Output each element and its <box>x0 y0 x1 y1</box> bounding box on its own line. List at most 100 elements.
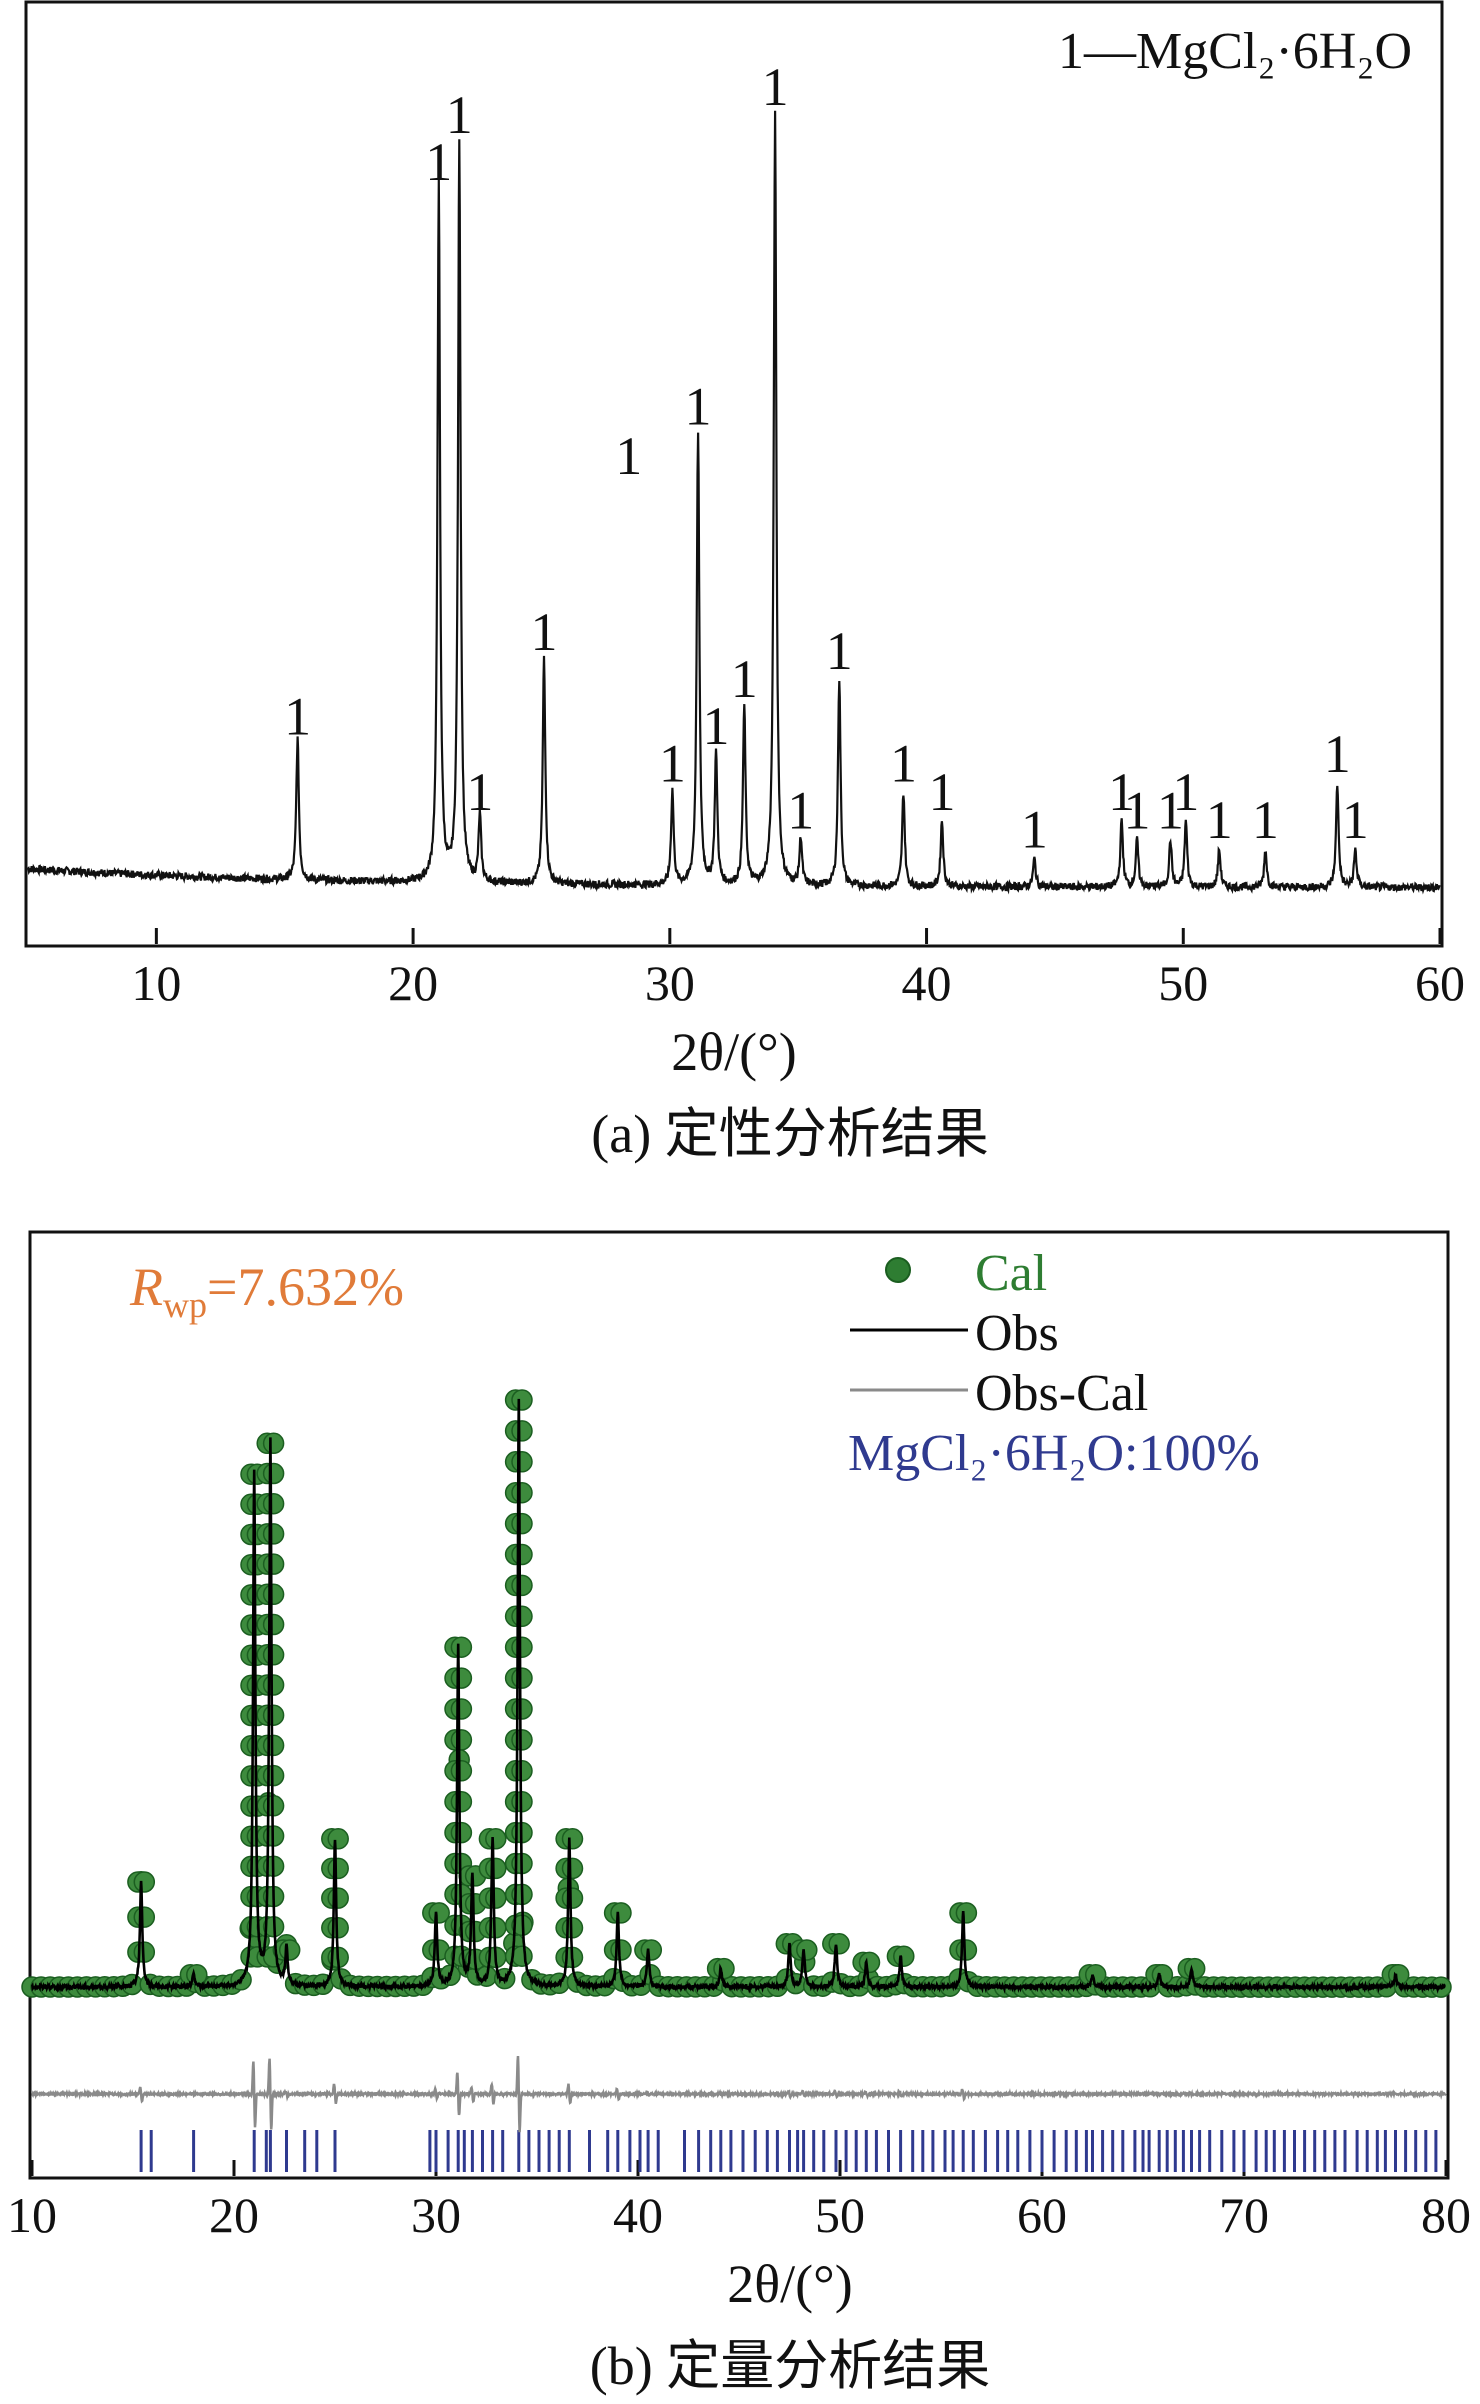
cal-point <box>278 1939 301 1961</box>
panel-a-peak-label-16: 1 <box>1124 781 1151 841</box>
cal-point <box>327 1828 349 1850</box>
panel-a-peak-label-4: 1 <box>531 602 558 662</box>
panel-a-peak-label-17: 1 <box>1157 781 1184 841</box>
cal-point <box>610 1902 632 1924</box>
panel-b-x-tick-label-10: 10 <box>7 2187 57 2243</box>
panel-a-peak-label-18: 1 <box>1172 762 1199 822</box>
panel-a-x-tick-label-10: 10 <box>131 955 181 1011</box>
legend-cal-marker-icon <box>885 1257 911 1283</box>
panel-a-peak-label-14: 1 <box>1021 799 1048 859</box>
cal-point <box>1084 1963 1107 1986</box>
cal-point <box>511 1667 533 1689</box>
panel-a-peak-label-20: 1 <box>1252 790 1279 850</box>
panel-b-x-tick-label-30: 30 <box>411 2187 461 2243</box>
cal-point <box>828 1933 850 1955</box>
panel-a-x-axis-label: 2θ/(°) <box>671 1022 796 1082</box>
cal-point <box>262 1764 285 1787</box>
panel-b-phase-fraction: MgCl₂·6H₂O:100% <box>848 1425 1260 1482</box>
cal-point <box>450 1698 473 1720</box>
cal-point <box>796 1939 818 1961</box>
cal-point <box>485 1857 507 1880</box>
panel-b-x-tick-label-20: 20 <box>209 2187 259 2243</box>
cal-point <box>450 1760 473 1782</box>
panel-a-peak-label-15: 1 <box>1108 762 1135 822</box>
panel-b-x-tick-label-80: 80 <box>1421 2187 1471 2243</box>
cal-point <box>262 1734 285 1757</box>
cal-point <box>511 1389 533 1411</box>
panel-a-peak-label-10: 1 <box>787 781 814 841</box>
cal-point <box>511 1698 533 1720</box>
panel-a-x-ticks: 10 20 30 40 50 60 <box>131 928 1465 1011</box>
panel-b-reflection-markers <box>139 2130 1438 2172</box>
cal-point <box>511 1481 533 1504</box>
cal-point <box>561 1887 584 1909</box>
panel-b-x-ticks: 10 20 30 40 50 60 70 80 <box>7 2160 1471 2243</box>
cal-point <box>133 1906 156 1928</box>
cal-point <box>640 1939 663 1961</box>
panel-b-x-axis-label: 2θ/(°) <box>727 2254 852 2314</box>
panel-a-peak-label-6: 1 <box>685 376 712 436</box>
cal-point <box>262 1674 285 1696</box>
panel-a-peak-label-2: 1 <box>446 85 473 145</box>
panel-b-chart: 10 20 30 40 50 60 70 80 Rwp=7.632% Cal Obs Obs-… <box>7 1230 1471 2396</box>
panel-a-peak-label-12: 1 <box>890 734 917 794</box>
cal-point <box>893 1945 915 1967</box>
cal-point <box>450 1636 473 1658</box>
cal-point <box>485 1887 507 1909</box>
panel-a-x-tick-label-40: 40 <box>902 955 952 1011</box>
cal-point <box>955 1902 978 1924</box>
cal-point <box>450 1821 473 1844</box>
cal-point <box>511 1543 533 1566</box>
legend-obs-cal-label: Obs-Cal <box>975 1365 1148 1422</box>
cal-point <box>955 1939 978 1961</box>
panel-b-rwp-label: Rwp=7.632% <box>129 1257 404 1325</box>
cal-point <box>450 1790 473 1813</box>
cal-point <box>511 1729 533 1751</box>
cal-point <box>262 1523 285 1545</box>
panel-a-peak-label-9: 1 <box>762 57 789 117</box>
panel-b-x-tick-label-40: 40 <box>613 2187 663 2243</box>
cal-point <box>428 1902 450 1924</box>
legend-cal-label: Cal <box>975 1245 1047 1302</box>
cal-point <box>327 1857 349 1880</box>
cal-point <box>262 1553 285 1575</box>
panel-a-peak-label-11: 1 <box>826 621 853 681</box>
panel-a-caption: (a) 定性分析结果 <box>591 1104 988 1164</box>
cal-point <box>327 1887 349 1909</box>
panel-a-peak-label-8: 1 <box>731 649 758 709</box>
cal-point <box>485 1828 507 1850</box>
panel-a-peak-label-7: 1 <box>703 696 730 756</box>
panel-b-legend: Cal Obs Obs-Cal MgCl₂·6H₂O:100% <box>848 1245 1260 1482</box>
cal-point <box>262 1492 285 1515</box>
cal-point <box>450 1667 473 1689</box>
panel-b-x-tick-label-50: 50 <box>815 2187 865 2243</box>
cal-point <box>511 1945 533 1967</box>
cal-point <box>327 1917 349 1939</box>
cal-point <box>262 1704 285 1726</box>
cal-point <box>511 1760 533 1782</box>
cal-point <box>511 1420 533 1442</box>
panel-a-extra-label-0: 1 <box>615 426 642 486</box>
panel-b-obs-cal-difference-line <box>31 2055 1447 2133</box>
cal-point <box>133 1871 156 1893</box>
panel-a-peak-label-22: 1 <box>1342 790 1369 850</box>
panel-a-x-tick-label-30: 30 <box>645 955 695 1011</box>
panel-a-x-tick-label-60: 60 <box>1415 955 1465 1011</box>
cal-point <box>511 1512 533 1535</box>
cal-point <box>1183 1957 1206 1980</box>
panel-a-peak-label-19: 1 <box>1206 790 1233 850</box>
cal-point <box>511 1636 533 1658</box>
cal-point <box>262 1432 285 1455</box>
panel-a-peak-label-5: 1 <box>659 734 686 794</box>
legend-obs-label: Obs <box>975 1305 1059 1362</box>
panel-a-x-tick-label-20: 20 <box>388 955 438 1011</box>
cal-point <box>561 1828 584 1850</box>
cal-point <box>511 1574 533 1597</box>
panel-b-obs-line <box>30 1398 1446 1994</box>
panel-b-x-tick-label-60: 60 <box>1017 2187 1067 2243</box>
cal-point <box>262 1462 285 1485</box>
cal-point <box>610 1939 632 1961</box>
panel-b-caption: (b) 定量分析结果 <box>590 2336 990 2396</box>
